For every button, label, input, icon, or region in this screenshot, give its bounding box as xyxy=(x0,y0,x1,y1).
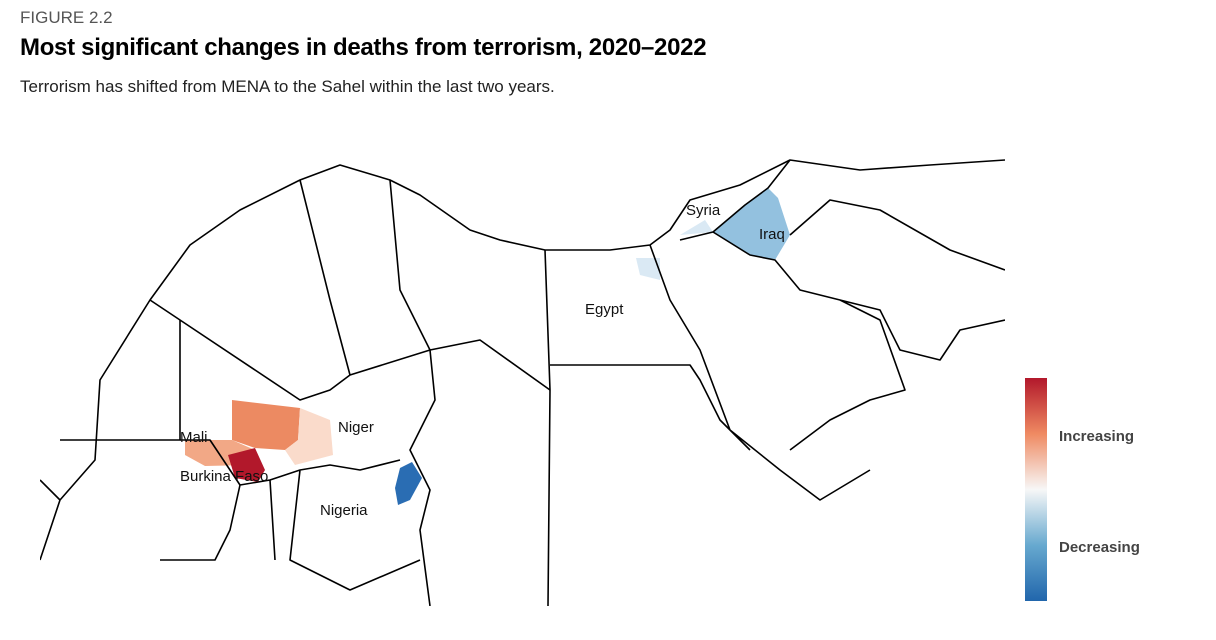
title: Most significant changes in deaths from … xyxy=(20,34,707,61)
region xyxy=(228,448,265,482)
legend-label: Increasing xyxy=(1059,428,1134,445)
country-label: Iraq xyxy=(759,226,785,243)
border xyxy=(679,159,1005,451)
region xyxy=(713,188,790,260)
country-label: Burkina Faso xyxy=(180,468,268,485)
legend-scale xyxy=(1025,378,1047,601)
country-label: Syria xyxy=(686,202,721,219)
country-label: Mali xyxy=(180,429,208,446)
region xyxy=(395,462,422,505)
border xyxy=(160,439,421,591)
region xyxy=(636,258,660,280)
figure-label: FIGURE 2.2 xyxy=(20,8,113,27)
country-label: Egypt xyxy=(585,301,624,318)
country-label: Nigeria xyxy=(320,502,368,519)
country-label: Niger xyxy=(338,419,374,436)
region xyxy=(680,220,713,235)
region xyxy=(232,400,300,450)
map-shapes xyxy=(40,159,1005,606)
region xyxy=(285,408,333,465)
subtitle: Terrorism has shifted from MENA to the S… xyxy=(20,77,555,96)
legend-label: Decreasing xyxy=(1059,539,1140,556)
border xyxy=(299,179,871,606)
coast xyxy=(40,159,1005,561)
